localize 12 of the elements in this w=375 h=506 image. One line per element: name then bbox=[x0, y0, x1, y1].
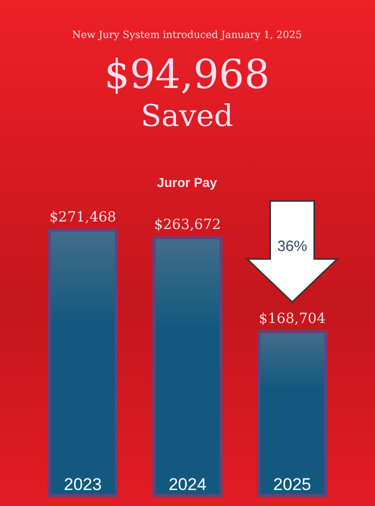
data-label: $263,672 bbox=[154, 217, 221, 234]
data-label: $168,704 bbox=[258, 311, 326, 328]
annotation: 36% bbox=[277, 238, 308, 255]
text: Saved bbox=[140, 99, 234, 134]
data-label: $271,468 bbox=[49, 209, 116, 226]
down-arrow-icon: 36% bbox=[245, 200, 340, 304]
chart-title: $94,968 bbox=[104, 52, 270, 98]
x-tick-label: 2023 bbox=[64, 475, 102, 494]
x-tick-label: 2024 bbox=[168, 475, 206, 494]
text: Juror Pay bbox=[157, 175, 218, 190]
x-tick-label: 2025 bbox=[273, 475, 312, 494]
chart-subtitle: New Jury System introduced January 1, 2025 bbox=[72, 30, 302, 41]
